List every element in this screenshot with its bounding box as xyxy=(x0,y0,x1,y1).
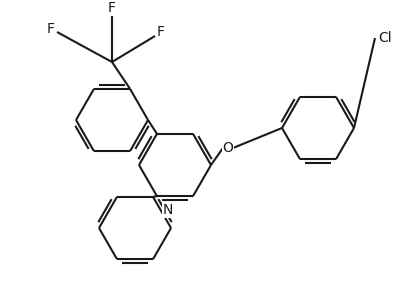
Text: F: F xyxy=(157,25,164,39)
Text: Cl: Cl xyxy=(377,31,391,45)
Text: N: N xyxy=(162,203,173,217)
Text: O: O xyxy=(222,141,233,155)
Text: F: F xyxy=(47,22,55,36)
Text: F: F xyxy=(108,1,116,15)
